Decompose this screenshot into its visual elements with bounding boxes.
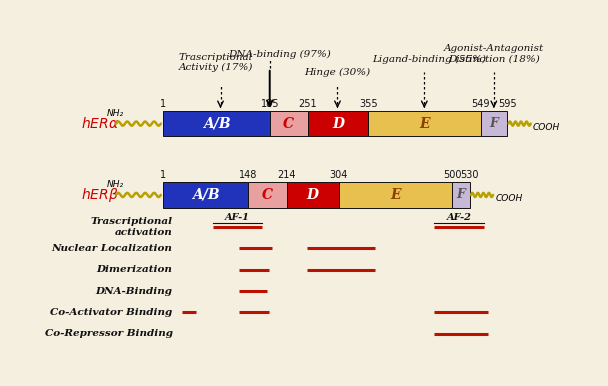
Text: Agonist-Antagonist
Distinction (18%): Agonist-Antagonist Distinction (18%) xyxy=(444,44,544,63)
Bar xyxy=(368,111,480,136)
Text: Trascriptional
activation: Trascriptional activation xyxy=(91,217,173,237)
Text: Co-Repressor Binding: Co-Repressor Binding xyxy=(44,329,173,339)
Bar xyxy=(452,182,469,208)
Text: 1: 1 xyxy=(160,98,166,108)
Text: 1: 1 xyxy=(160,170,166,180)
Text: Trascriptional
Activity (17%): Trascriptional Activity (17%) xyxy=(179,53,253,72)
Text: Dimerization: Dimerization xyxy=(97,265,173,274)
Text: 530: 530 xyxy=(460,170,478,180)
Text: 500: 500 xyxy=(443,170,461,180)
Text: COOH: COOH xyxy=(496,194,523,203)
Text: E: E xyxy=(419,117,430,130)
Text: F: F xyxy=(457,188,465,201)
Bar xyxy=(248,182,286,208)
Text: 214: 214 xyxy=(277,170,295,180)
Text: Co-Activator Binding: Co-Activator Binding xyxy=(50,308,173,317)
Text: A/B: A/B xyxy=(192,188,219,202)
Text: AF-2: AF-2 xyxy=(446,213,471,222)
Text: 148: 148 xyxy=(239,170,257,180)
Text: D: D xyxy=(306,188,319,202)
Text: 549: 549 xyxy=(471,98,490,108)
Bar xyxy=(308,111,368,136)
Text: Hinge (30%): Hinge (30%) xyxy=(305,68,370,77)
Bar xyxy=(163,111,270,136)
Text: D: D xyxy=(332,117,344,130)
Text: 355: 355 xyxy=(359,98,378,108)
Text: C: C xyxy=(283,117,294,130)
Bar xyxy=(339,182,452,208)
Text: NH₂: NH₂ xyxy=(106,179,123,189)
Text: DNA-binding (97%): DNA-binding (97%) xyxy=(228,50,331,59)
Text: COOH: COOH xyxy=(533,122,561,132)
Text: AF-1: AF-1 xyxy=(225,213,250,222)
Text: NH₂: NH₂ xyxy=(106,109,123,118)
Bar xyxy=(163,182,248,208)
Text: 251: 251 xyxy=(299,98,317,108)
Text: Nuclear Localization: Nuclear Localization xyxy=(52,244,173,253)
Text: 185: 185 xyxy=(260,98,279,108)
Bar xyxy=(480,111,507,136)
Text: 595: 595 xyxy=(498,98,516,108)
Text: E: E xyxy=(390,188,401,202)
Text: F: F xyxy=(489,117,499,130)
Text: C: C xyxy=(262,188,273,202)
Text: DNA-Binding: DNA-Binding xyxy=(95,286,173,296)
Bar xyxy=(286,182,339,208)
Bar xyxy=(270,111,308,136)
Text: 304: 304 xyxy=(330,170,348,180)
Text: $hER\beta$: $hER\beta$ xyxy=(81,186,119,204)
Text: $hER\alpha$: $hER\alpha$ xyxy=(81,116,119,131)
Text: A/B: A/B xyxy=(202,117,230,130)
Text: Ligand-binding (55%): Ligand-binding (55%) xyxy=(372,55,486,64)
